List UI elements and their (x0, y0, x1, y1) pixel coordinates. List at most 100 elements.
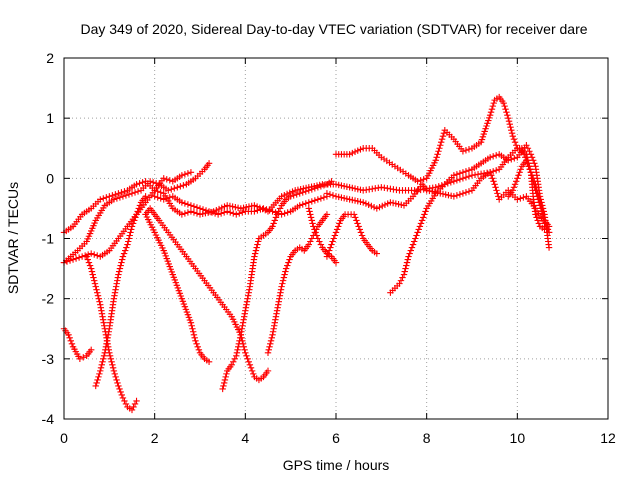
data-point (238, 328, 245, 335)
data-point (514, 175, 521, 182)
data-point (124, 241, 131, 248)
data-point (459, 148, 467, 155)
data-point (490, 99, 497, 107)
data-point (69, 256, 77, 263)
data-point (115, 382, 122, 390)
data-point (340, 182, 348, 190)
data-point (462, 174, 470, 181)
data-point (343, 195, 351, 202)
data-point (89, 271, 96, 278)
data-point (279, 277, 287, 284)
data-point (400, 271, 408, 278)
data-point (281, 271, 288, 278)
data-point (101, 322, 108, 329)
data-point (135, 205, 142, 212)
data-point (486, 114, 493, 122)
data-point (456, 191, 464, 198)
data-point (240, 204, 247, 212)
data-point (403, 259, 411, 266)
data-point (349, 196, 356, 204)
data-point (281, 210, 288, 217)
data-point (406, 250, 413, 257)
data-point (492, 184, 499, 191)
data-point (125, 235, 133, 242)
data-point (163, 195, 170, 202)
data-point (228, 361, 235, 369)
data-point (384, 200, 391, 207)
data-point (181, 210, 189, 217)
data-point (92, 382, 99, 390)
data-point (531, 160, 538, 167)
data-point (358, 232, 366, 239)
data-point (305, 199, 312, 206)
data-point (421, 211, 428, 218)
data-point (513, 142, 520, 149)
data-point (112, 283, 120, 290)
data-point (103, 337, 111, 344)
data-point (253, 244, 260, 251)
data-point (254, 241, 261, 248)
data-point (442, 191, 449, 198)
data-point (354, 197, 361, 205)
data-point (272, 313, 280, 320)
data-point (534, 217, 541, 224)
data-point (180, 182, 187, 189)
data-point (305, 241, 312, 248)
data-point (97, 367, 104, 375)
data-point (111, 370, 118, 378)
data-point (196, 205, 204, 212)
data-point (119, 253, 127, 260)
data-point (184, 209, 192, 216)
data-point (414, 178, 421, 185)
data-point (171, 185, 178, 192)
data-point (99, 316, 107, 323)
data-point (149, 179, 157, 186)
data-marks (60, 93, 553, 414)
data-point (133, 397, 140, 405)
data-point (299, 189, 306, 196)
data-point (329, 192, 337, 199)
data-point (305, 187, 312, 194)
data-point (122, 247, 129, 254)
data-point (238, 325, 246, 332)
data-point (100, 195, 107, 202)
y-tick-label: -3 (42, 351, 55, 367)
data-point (486, 154, 494, 161)
data-point (236, 210, 243, 217)
data-point (489, 153, 497, 160)
data-point (362, 200, 370, 207)
data-point (236, 334, 244, 341)
data-point (190, 209, 198, 216)
data-point (157, 195, 164, 202)
data-point (296, 190, 303, 197)
data-point (88, 265, 95, 272)
data-point (515, 172, 522, 179)
data-point (396, 280, 403, 287)
data-point (414, 229, 421, 236)
data-point (118, 256, 126, 263)
data-point (91, 251, 98, 258)
data-point (413, 232, 420, 239)
data-point (280, 274, 288, 281)
data-point (317, 241, 325, 248)
data-point (328, 241, 335, 248)
data-point (351, 197, 359, 204)
data-point (437, 142, 444, 149)
data-point (399, 274, 406, 281)
data-point (187, 202, 195, 209)
data-point (306, 208, 313, 215)
data-point (317, 183, 325, 190)
data-point (357, 146, 364, 153)
data-point (508, 130, 516, 137)
data-point (508, 127, 515, 134)
data-point (94, 376, 101, 384)
data-point (349, 149, 356, 157)
data-point (243, 204, 250, 211)
data-point (274, 304, 281, 311)
data-point (271, 322, 278, 329)
data-point (313, 232, 320, 239)
data-point (489, 168, 497, 175)
data-point (121, 188, 128, 195)
data-point (112, 286, 119, 293)
data-point (343, 183, 351, 190)
